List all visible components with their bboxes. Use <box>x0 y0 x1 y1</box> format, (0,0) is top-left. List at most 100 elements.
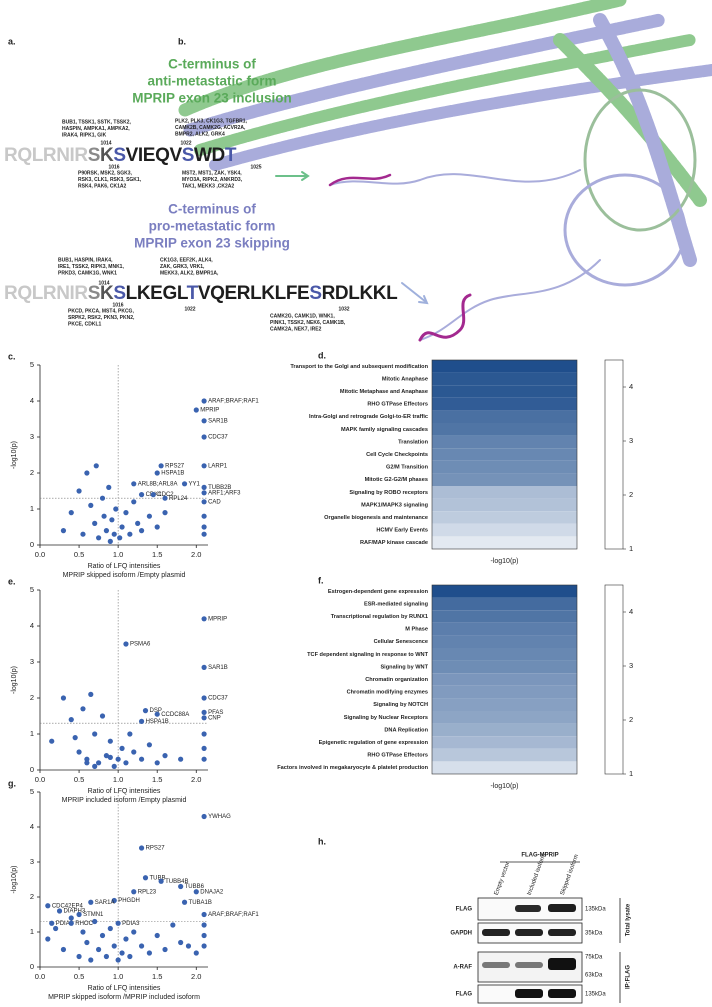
y-tick-label: 1 <box>30 927 34 936</box>
panel-letter: g. <box>8 778 16 788</box>
point-label: CDC37 <box>208 435 228 441</box>
protein-point <box>131 929 137 935</box>
kinase-list: CAMK2A, NEK7, IRE2 <box>270 326 322 332</box>
protein-point <box>131 749 137 755</box>
protein-point <box>103 528 110 534</box>
protein-point <box>201 513 207 519</box>
kinase-list: CAMK2G, CAMK1D, WNK1, <box>270 313 335 319</box>
x-axis-label: Ratio of LFQ intensities <box>88 788 161 795</box>
point-label: TUBB4B <box>165 879 188 885</box>
protein-point <box>170 922 176 928</box>
protein-point <box>80 929 86 935</box>
heatmap-cell <box>432 397 577 411</box>
point-label: SAR1B <box>208 418 228 424</box>
protein-point <box>201 524 207 530</box>
protein-point <box>127 531 133 537</box>
labeled-point <box>201 463 207 469</box>
point-label: SAR1A <box>95 900 115 906</box>
point-label: DSP <box>149 708 161 714</box>
pathway-label: Cellular Senescence <box>374 639 428 645</box>
loop <box>418 293 472 342</box>
point-label: LARP1 <box>208 463 228 469</box>
protein-point <box>60 695 67 701</box>
kinase-list: MYO3A, RIPK2, ANKRD3, <box>182 177 243 183</box>
sequence-segment: T <box>187 283 199 304</box>
labeled-point <box>201 490 207 496</box>
pathway-label: Signaling by ROBO receptors <box>349 490 428 496</box>
point-label: CAD <box>208 499 221 505</box>
x-tick-label: 0.0 <box>35 972 45 981</box>
x-tick-label: 1.5 <box>152 550 162 559</box>
protein-point <box>76 953 82 960</box>
colorbar-tick-label: 1 <box>629 769 633 778</box>
heatmap-frame <box>431 359 578 550</box>
labeled-point <box>45 903 51 909</box>
residue-number: 1014 <box>98 280 109 286</box>
protein-point <box>201 943 207 949</box>
protein-point <box>154 760 160 766</box>
heatmap-cell <box>432 685 577 699</box>
pathway-label: DNA Replication <box>384 727 428 733</box>
labeled-point <box>158 878 164 884</box>
protein-point <box>96 535 102 541</box>
colorbar-tick-label: 1 <box>629 544 633 553</box>
protein-point <box>76 488 82 494</box>
labeled-point <box>123 641 129 647</box>
protein-point <box>162 509 168 516</box>
protein-point <box>201 731 207 737</box>
panel-letter: f. <box>318 575 324 585</box>
x-tick-label: 0.5 <box>74 550 84 559</box>
x-axis-label: MPRIP included isoform /Empty plasmid <box>62 797 187 804</box>
x-tick-label: 1.5 <box>152 775 162 784</box>
pathway-label: Signaling by NOTCH <box>373 702 428 708</box>
kinase-list: P90RSK, MSK2, SGK3, <box>78 170 133 176</box>
loop <box>328 173 392 187</box>
heatmap-cell <box>432 511 577 524</box>
labeled-point <box>201 434 207 440</box>
heatmap-cell <box>432 635 577 648</box>
protein-structure <box>178 0 712 342</box>
heatmap-frame <box>431 584 578 775</box>
protein-point <box>154 932 160 939</box>
domain <box>583 88 697 232</box>
blot <box>477 861 621 1004</box>
blot-label: GAPDH <box>450 931 472 937</box>
labeled-point <box>138 718 145 725</box>
labeled-point <box>201 813 207 820</box>
protein-point <box>60 946 67 953</box>
panel-letter: h. <box>318 836 326 846</box>
labeled-point <box>68 920 74 926</box>
protein-point <box>92 520 98 527</box>
point-label: ARAF;BRAF;RAF1 <box>208 399 259 405</box>
y-tick-label: 5 <box>30 360 34 369</box>
heatmap-cell <box>432 660 577 674</box>
pathway-label: ESR-mediated signaling <box>364 601 429 607</box>
size-label: 75kDa <box>585 955 603 961</box>
pathway-label: Epigenetic regulation of gene expression <box>319 740 429 746</box>
protein-point <box>115 957 121 963</box>
heatmap-cell <box>432 622 577 636</box>
protein-point <box>201 745 207 752</box>
point-label: DNAJA2 <box>200 889 224 895</box>
point-label: STMN1 <box>83 912 104 918</box>
y-axis-label: -log10(p) <box>11 865 18 893</box>
protein-point <box>96 760 102 766</box>
sequence-segment: S <box>113 283 125 304</box>
labeled-point <box>115 920 121 926</box>
labeled-point <box>154 470 160 476</box>
panel-letter: a. <box>8 36 16 46</box>
band <box>515 929 543 936</box>
blot-label: FLAG <box>456 992 473 998</box>
y-tick-label: 4 <box>30 396 34 405</box>
pathway-label: Factors involved in megakaryocyte & plat… <box>277 765 428 771</box>
section-label: IP:FLAG <box>626 965 632 989</box>
x-tick-label: 2.0 <box>191 775 201 784</box>
protein-point <box>154 524 160 530</box>
y-tick-label: 2 <box>30 892 34 901</box>
protein-point <box>111 763 117 770</box>
protein-point <box>49 738 55 744</box>
x-tick-label: 1.0 <box>113 550 123 559</box>
point-label: CDC37 <box>208 696 228 702</box>
blot-label: FLAG <box>456 907 473 913</box>
colorbar-tick-label: 3 <box>629 436 633 445</box>
